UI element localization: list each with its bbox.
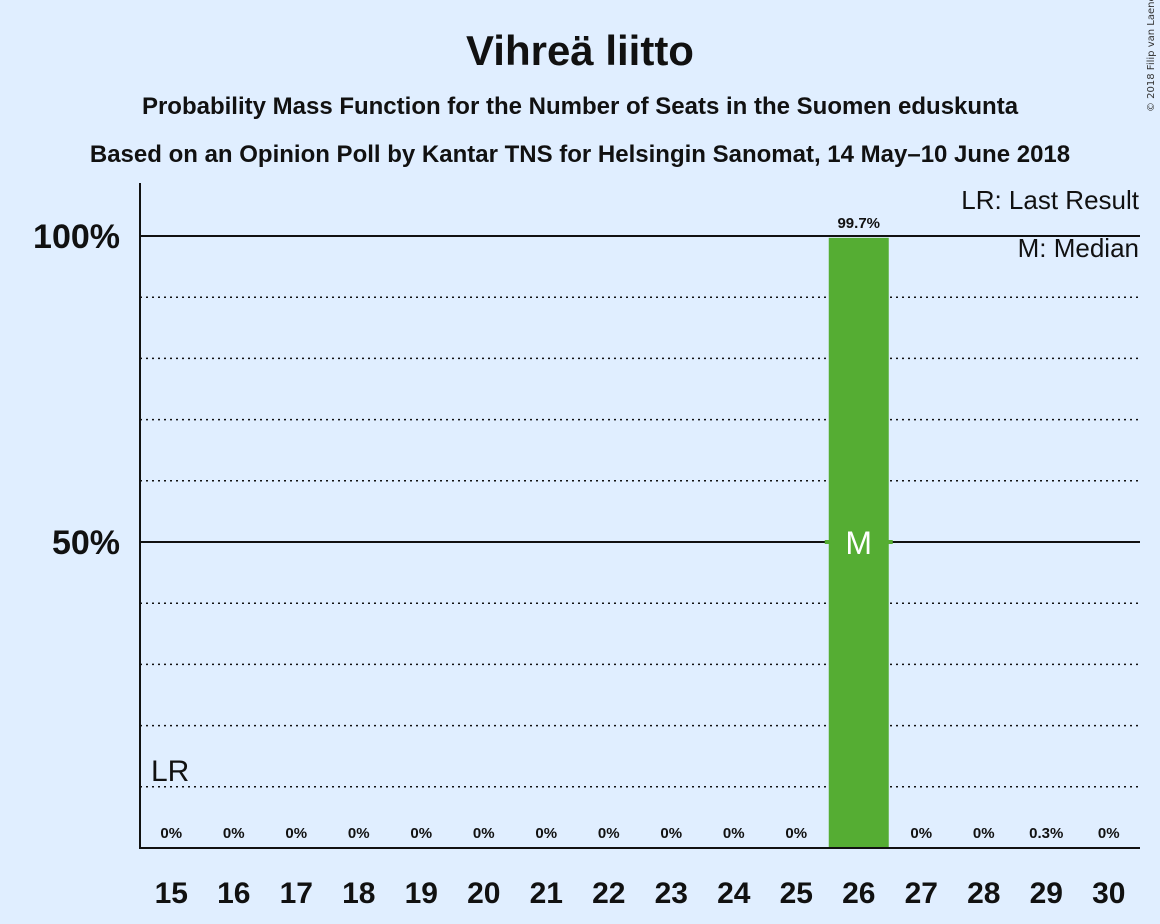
- value-label-16: 0%: [223, 825, 245, 842]
- legend-median: M: Median: [1018, 233, 1139, 263]
- x-tick-label-16: 16: [217, 877, 250, 910]
- x-tick-label-27: 27: [905, 877, 938, 910]
- gridlines: [140, 235, 1140, 788]
- value-label-18: 0%: [348, 825, 370, 842]
- y-tick-label-100: 100%: [33, 218, 120, 256]
- x-tick-label-29: 29: [1030, 877, 1063, 910]
- value-label-19: 0%: [410, 825, 432, 842]
- x-tick-label-26: 26: [842, 877, 875, 910]
- axis-ticks: 50% 100% 15 16 17 18 19 20 21 22 23 24 25 26 27 28 29 30: [33, 218, 1125, 910]
- x-tick-label-24: 24: [717, 877, 751, 910]
- value-label-23: 0%: [660, 825, 682, 842]
- chart-source: Based on an Opinion Poll by Kantar TNS f…: [90, 141, 1070, 168]
- value-label-27: 0%: [910, 825, 932, 842]
- chart-subtitle: Probability Mass Function for the Number…: [142, 93, 1019, 120]
- value-labels: 0% LR 0% 0% 0% 0% 0% 0% 0% 0% 0% 0% 99.7% M 0% 0% 0.3% 0%: [151, 215, 1120, 842]
- x-tick-label-17: 17: [280, 877, 313, 910]
- value-label-15: 0%: [160, 825, 182, 842]
- legend-last-result: LR: Last Result: [961, 185, 1140, 215]
- x-tick-label-21: 21: [530, 877, 563, 910]
- x-tick-label-18: 18: [342, 877, 375, 910]
- last-result-marker: LR: [151, 755, 189, 788]
- bars: [824, 237, 893, 848]
- median-marker: M: [845, 525, 872, 561]
- x-tick-label-28: 28: [967, 877, 1000, 910]
- x-tick-label-20: 20: [467, 877, 500, 910]
- value-label-22: 0%: [598, 825, 620, 842]
- value-label-25: 0%: [785, 825, 807, 842]
- x-tick-label-22: 22: [592, 877, 625, 910]
- value-label-29: 0.3%: [1029, 825, 1063, 842]
- value-label-21: 0%: [535, 825, 557, 842]
- value-label-20: 0%: [473, 825, 495, 842]
- x-tick-label-15: 15: [155, 877, 188, 910]
- value-label-17: 0%: [285, 825, 307, 842]
- chart-title: Vihreä liitto: [466, 27, 694, 74]
- value-label-26: 99.7%: [837, 215, 880, 232]
- value-label-28: 0%: [973, 825, 995, 842]
- x-tick-label-30: 30: [1092, 877, 1125, 910]
- x-tick-label-19: 19: [405, 877, 438, 910]
- value-label-30: 0%: [1098, 825, 1120, 842]
- y-tick-label-50: 50%: [52, 524, 120, 562]
- copyright-note: © 2018 Filip van Laenen: [1146, 0, 1157, 112]
- value-label-24: 0%: [723, 825, 745, 842]
- x-tick-label-23: 23: [655, 877, 688, 910]
- median-line-gap: [824, 540, 893, 544]
- x-tick-label-25: 25: [780, 877, 813, 910]
